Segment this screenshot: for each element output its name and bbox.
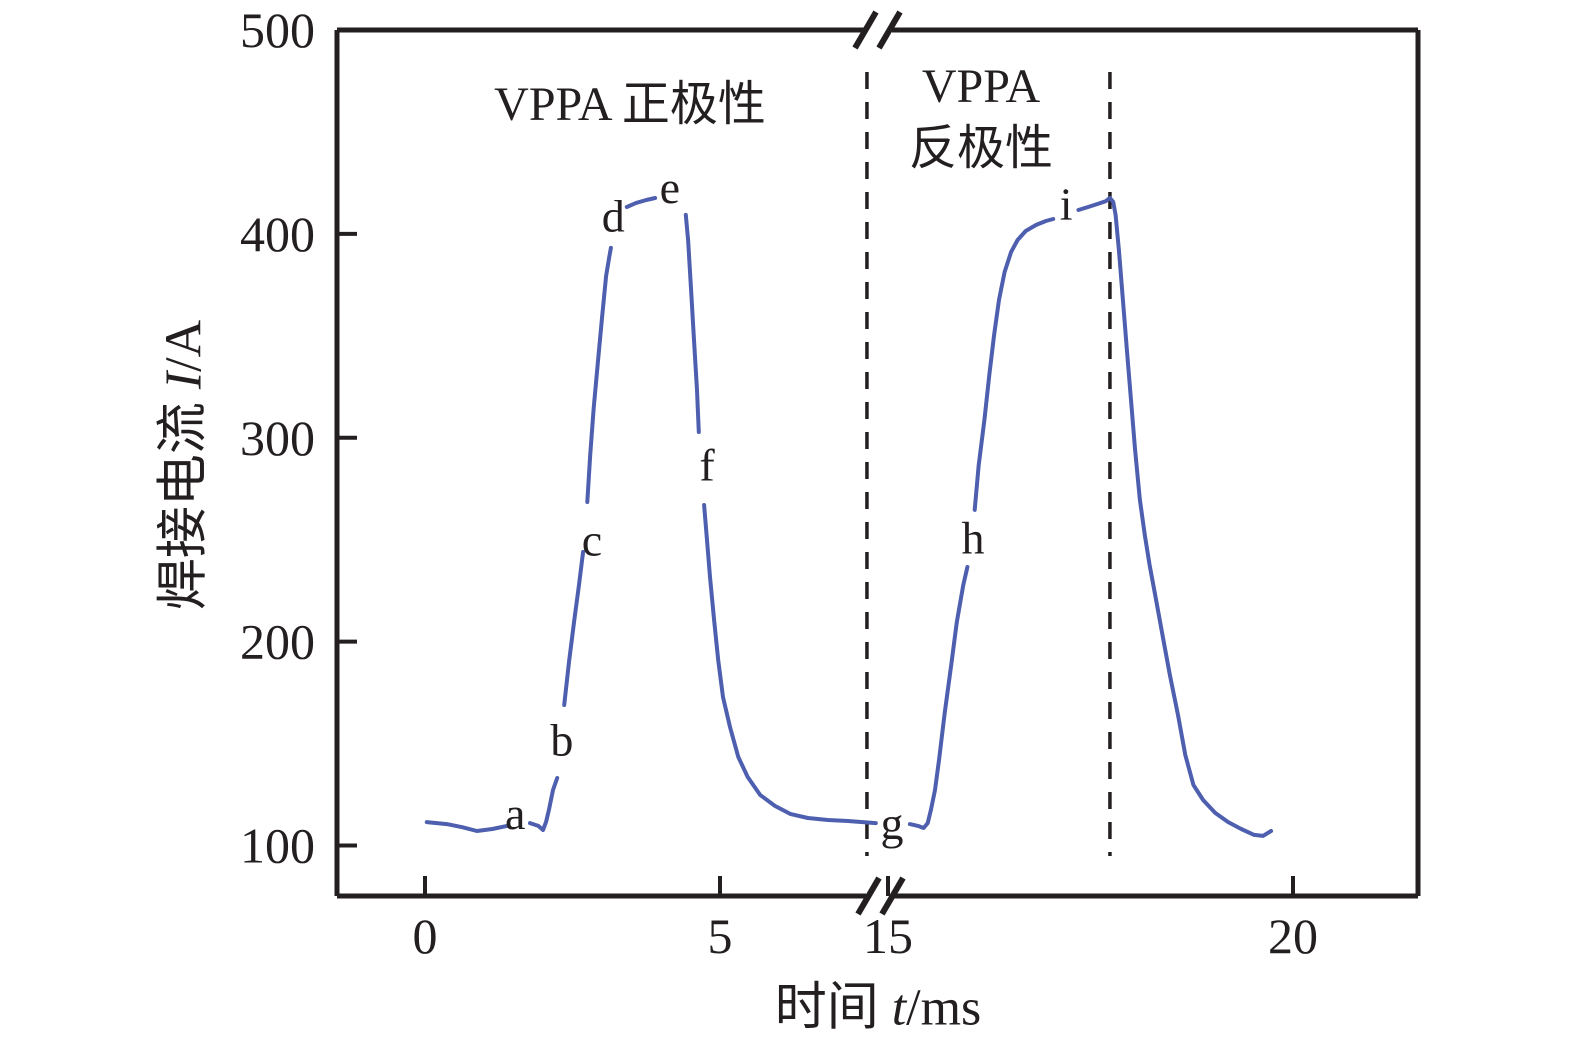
curve-point-label-g: g	[881, 798, 904, 849]
current-curve-segment-3	[562, 549, 586, 707]
region-label-positive-polarity: VPPA 正极性	[494, 78, 766, 131]
current-curve-segment-10	[1076, 196, 1274, 838]
curve-point-label-d: d	[602, 191, 625, 242]
current-curve-segment-7	[702, 503, 878, 826]
current-curve-segment-4	[585, 245, 613, 504]
x-tick-label-15: 15	[863, 908, 913, 964]
curve-point-label-a: a	[505, 788, 525, 839]
y-axis-title-units: /A	[155, 319, 213, 372]
axis-break-slash-top-1	[852, 10, 879, 50]
region-label-reverse-polarity: VPPA 反极性	[909, 56, 1053, 180]
axis-break-slash-bottom-1	[855, 876, 882, 916]
current-curve-segment-2	[528, 776, 560, 832]
y-axis-title-variable: I	[155, 371, 213, 390]
y-tick-label-500: 500	[240, 2, 315, 58]
x-tick-label-5: 5	[708, 908, 733, 964]
region-label-reverse-line1: VPPA	[921, 60, 1041, 113]
y-tick-label-200: 200	[240, 614, 315, 670]
x-axis-title-units: /ms	[906, 979, 982, 1037]
x-axis-title-text: 时间	[774, 979, 892, 1037]
current-curve-segment-5	[624, 196, 658, 209]
axis-break-slash-bottom-2	[879, 876, 906, 916]
curve-point-label-i: i	[1060, 178, 1073, 229]
curve-point-label-f: f	[699, 439, 715, 490]
current-curve-segment-1	[424, 820, 509, 833]
y-axis-title-text: 焊接电流	[155, 389, 213, 611]
curve-point-label-c: c	[582, 515, 602, 566]
x-axis-title: 时间 t/ms	[775, 965, 982, 1040]
y-tick-label-300: 300	[240, 410, 315, 466]
current-curve-segment-8	[907, 565, 970, 830]
curve-point-label-b: b	[550, 714, 573, 765]
y-tick-label-400: 400	[240, 206, 315, 262]
curve-point-label-h: h	[962, 513, 985, 564]
y-tick-label-100: 100	[240, 818, 315, 874]
x-tick-label-0: 0	[413, 908, 438, 964]
x-tick-label-20: 20	[1268, 908, 1318, 964]
curve-point-label-e: e	[660, 162, 680, 213]
current-curve-segment-9	[972, 217, 1056, 512]
current-curve-segment-6	[683, 212, 701, 434]
y-axis-title: 焊接电流 I/A	[141, 320, 216, 610]
x-axis-title-variable: t	[891, 979, 907, 1037]
axis-break-slash-top-2	[876, 10, 903, 50]
region-label-reverse-line2: 反极性	[908, 122, 1054, 175]
